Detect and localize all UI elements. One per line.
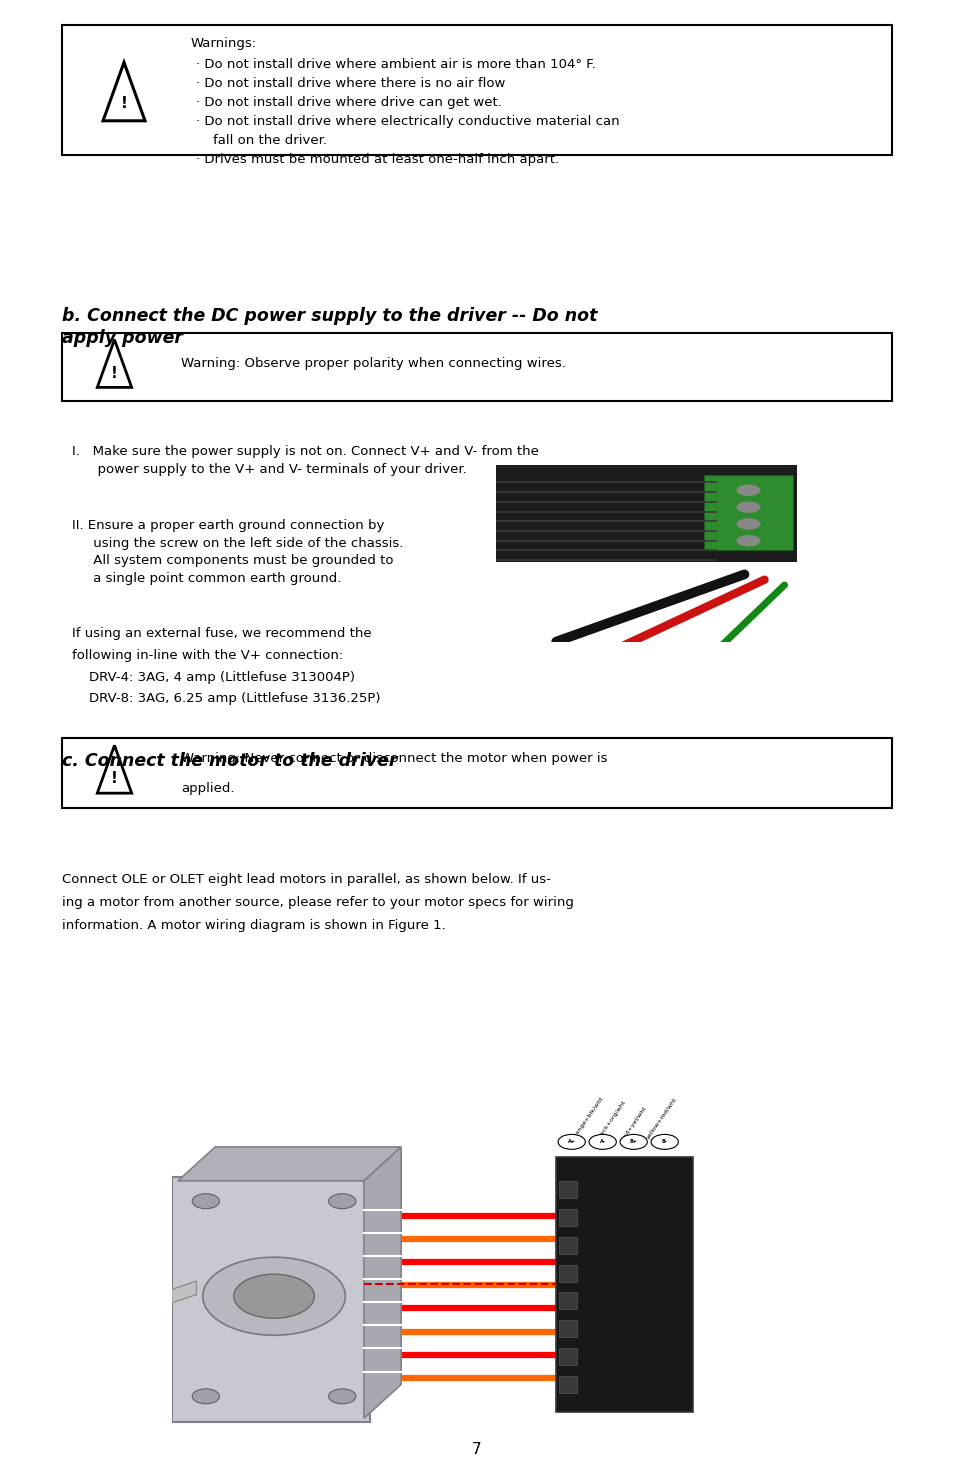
- Text: following in-line with the V+ connection:: following in-line with the V+ connection…: [71, 649, 342, 662]
- FancyBboxPatch shape: [62, 25, 891, 155]
- Text: b. Connect the DC power supply to the driver -- Do not
apply power: b. Connect the DC power supply to the dr…: [62, 307, 597, 347]
- Text: If using an external fuse, we recommend the: If using an external fuse, we recommend …: [71, 627, 371, 640]
- Text: fall on the driver.: fall on the driver.: [213, 134, 326, 148]
- Text: information. A motor wiring diagram is shown in Figure 1.: information. A motor wiring diagram is s…: [62, 919, 445, 932]
- Text: · Do not install drive where there is no air flow: · Do not install drive where there is no…: [195, 77, 504, 90]
- Text: !: !: [120, 96, 128, 111]
- Text: I.   Make sure the power supply is not on. Connect V+ and V- from the
      powe: I. Make sure the power supply is not on.…: [71, 445, 537, 476]
- Text: applied.: applied.: [181, 782, 234, 795]
- Text: · Do not install drive where electrically conductive material can: · Do not install drive where electricall…: [195, 115, 618, 128]
- Text: c. Connect the motor to the driver: c. Connect the motor to the driver: [62, 752, 397, 770]
- Text: Warnings:: Warnings:: [191, 37, 256, 50]
- FancyBboxPatch shape: [62, 738, 891, 808]
- Text: Connect OLE or OLET eight lead motors in parallel, as shown below. If us-: Connect OLE or OLET eight lead motors in…: [62, 873, 550, 886]
- Text: ing a motor from another source, please refer to your motor specs for wiring: ing a motor from another source, please …: [62, 897, 574, 909]
- Text: Warning: Never connect or disconnect the motor when power is: Warning: Never connect or disconnect the…: [181, 752, 607, 766]
- Text: !: !: [111, 771, 118, 786]
- Text: DRV-8: 3AG, 6.25 amp (Littlefuse 3136.25P): DRV-8: 3AG, 6.25 amp (Littlefuse 3136.25…: [71, 692, 379, 705]
- Text: DRV-4: 3AG, 4 amp (Littlefuse 313004P): DRV-4: 3AG, 4 amp (Littlefuse 313004P): [71, 671, 355, 683]
- Text: · Do not install drive where ambient air is more than 104° F.: · Do not install drive where ambient air…: [195, 58, 595, 71]
- Text: II. Ensure a proper earth ground connection by
     using the screw on the left : II. Ensure a proper earth ground connect…: [71, 519, 402, 584]
- Text: · Do not install drive where drive can get wet.: · Do not install drive where drive can g…: [195, 96, 501, 109]
- Text: !: !: [111, 366, 118, 381]
- Text: · Drives must be mounted at least one-half inch apart.: · Drives must be mounted at least one-ha…: [195, 153, 558, 165]
- Text: Warning: Observe proper polarity when connecting wires.: Warning: Observe proper polarity when co…: [181, 357, 565, 370]
- FancyBboxPatch shape: [62, 333, 891, 401]
- Text: 7: 7: [472, 1443, 481, 1457]
